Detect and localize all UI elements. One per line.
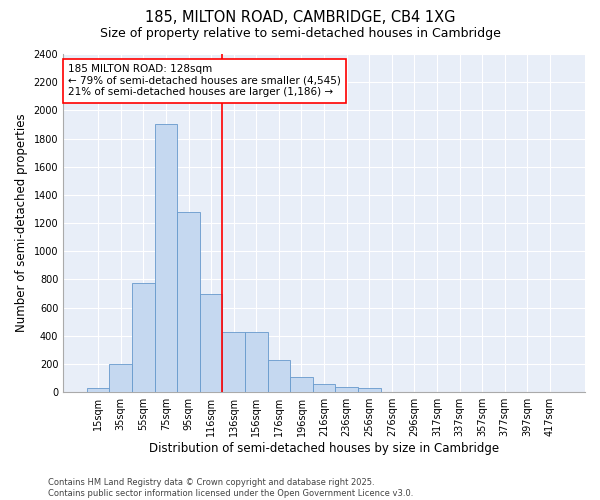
- Bar: [87, 388, 109, 392]
- Text: Size of property relative to semi-detached houses in Cambridge: Size of property relative to semi-detach…: [100, 28, 500, 40]
- Bar: [155, 124, 177, 392]
- Text: Contains HM Land Registry data © Crown copyright and database right 2025.
Contai: Contains HM Land Registry data © Crown c…: [48, 478, 413, 498]
- Bar: [358, 388, 380, 392]
- Bar: [290, 376, 313, 392]
- Bar: [132, 283, 155, 392]
- Text: 185, MILTON ROAD, CAMBRIDGE, CB4 1XG: 185, MILTON ROAD, CAMBRIDGE, CB4 1XG: [145, 10, 455, 25]
- Bar: [335, 388, 358, 392]
- Bar: [109, 364, 132, 392]
- Bar: [313, 384, 335, 392]
- Bar: [268, 360, 290, 392]
- Y-axis label: Number of semi-detached properties: Number of semi-detached properties: [15, 114, 28, 332]
- Bar: [223, 332, 245, 392]
- X-axis label: Distribution of semi-detached houses by size in Cambridge: Distribution of semi-detached houses by …: [149, 442, 499, 455]
- Bar: [200, 294, 223, 392]
- Text: 185 MILTON ROAD: 128sqm
← 79% of semi-detached houses are smaller (4,545)
21% of: 185 MILTON ROAD: 128sqm ← 79% of semi-de…: [68, 64, 341, 98]
- Bar: [245, 332, 268, 392]
- Bar: [177, 212, 200, 392]
